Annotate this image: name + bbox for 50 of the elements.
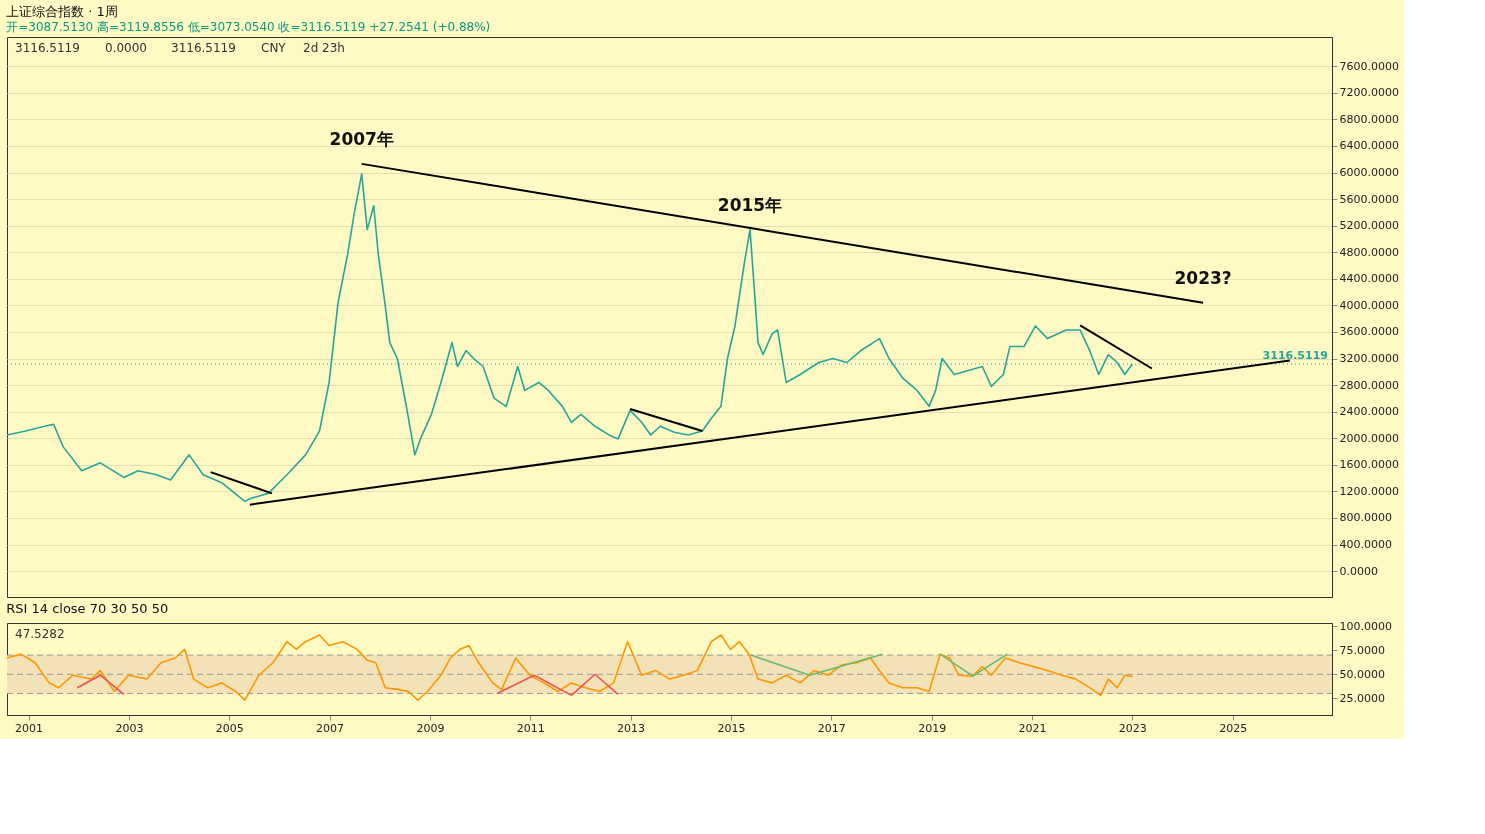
x-tick-label: 2017 (817, 721, 846, 735)
x-tick-label: 2021 (1018, 721, 1047, 735)
x-tick-label: 2001 (15, 721, 44, 735)
x-tick-label: 2023 (1118, 721, 1147, 735)
y-tick-label: 1200.0000 (1339, 484, 1399, 498)
annotation: 2015年 (717, 194, 783, 215)
y-tick-label: 0.0000 (1339, 564, 1378, 578)
y-tick-label: 50.0000 (1339, 667, 1385, 681)
y-tick-label: 800.0000 (1339, 511, 1392, 525)
y-tick-label: 3200.0000 (1339, 352, 1399, 366)
y-tick-label: 1600.0000 (1339, 458, 1399, 472)
x-tick-label: 2019 (918, 721, 947, 735)
x-tick-label: 2007 (316, 721, 345, 735)
chart-subtitle: 开=3087.5130 高=3119.8556 低=3073.0540 收=3116.5119 +27.2541 (+0.88%) (6, 20, 491, 34)
y-tick-label: 5600.0000 (1339, 192, 1399, 206)
y-tick-label: 6800.0000 (1339, 112, 1399, 126)
annotation: 2d 23h (303, 41, 345, 55)
y-tick-label: 2400.0000 (1339, 405, 1399, 419)
y-tick-label: 6000.0000 (1339, 166, 1399, 180)
x-tick-label: 2003 (115, 721, 144, 735)
y-tick-label: 100.0000 (1339, 619, 1392, 633)
y-tick-label: 7200.0000 (1339, 86, 1399, 100)
x-tick-label: 2009 (416, 721, 445, 735)
annotation: 2023? (1174, 267, 1232, 288)
y-tick-label: 6400.0000 (1339, 139, 1399, 153)
y-tick-label: 2000.0000 (1339, 431, 1399, 445)
y-tick-label: 4400.0000 (1339, 272, 1399, 286)
annotation: CNY (261, 41, 287, 55)
y-tick-label: 400.0000 (1339, 538, 1392, 552)
annotation: 2007年 (329, 128, 394, 149)
y-tick-label: 25.0000 (1339, 691, 1385, 705)
y-tick-label: 2800.0000 (1339, 378, 1399, 392)
x-tick-label: 2015 (717, 721, 746, 735)
y-tick-label: 5200.0000 (1339, 219, 1399, 233)
annotation: 3116.5119 (171, 41, 236, 55)
annotation: 0.0000 (105, 41, 147, 55)
chart-title: 上证综合指数 · 1周 (6, 4, 118, 19)
y-tick-label: 4000.0000 (1339, 298, 1399, 312)
x-tick-label: 2025 (1219, 721, 1248, 735)
x-tick-label: 2013 (617, 721, 646, 735)
x-tick-label: 2005 (215, 721, 244, 735)
y-tick-label: 7600.0000 (1339, 59, 1399, 73)
ref-line-label: 3116.5119 (1262, 349, 1328, 363)
annotation: 47.5282 (15, 627, 65, 641)
y-tick-label: 3600.0000 (1339, 325, 1399, 339)
annotation: 3116.5119 (15, 41, 80, 55)
chart-title: RSI 14 close 70 30 50 50 (6, 601, 169, 617)
x-tick-label: 2011 (516, 721, 545, 735)
y-tick-label: 4800.0000 (1339, 245, 1399, 259)
y-tick-label: 75.0000 (1339, 643, 1385, 657)
